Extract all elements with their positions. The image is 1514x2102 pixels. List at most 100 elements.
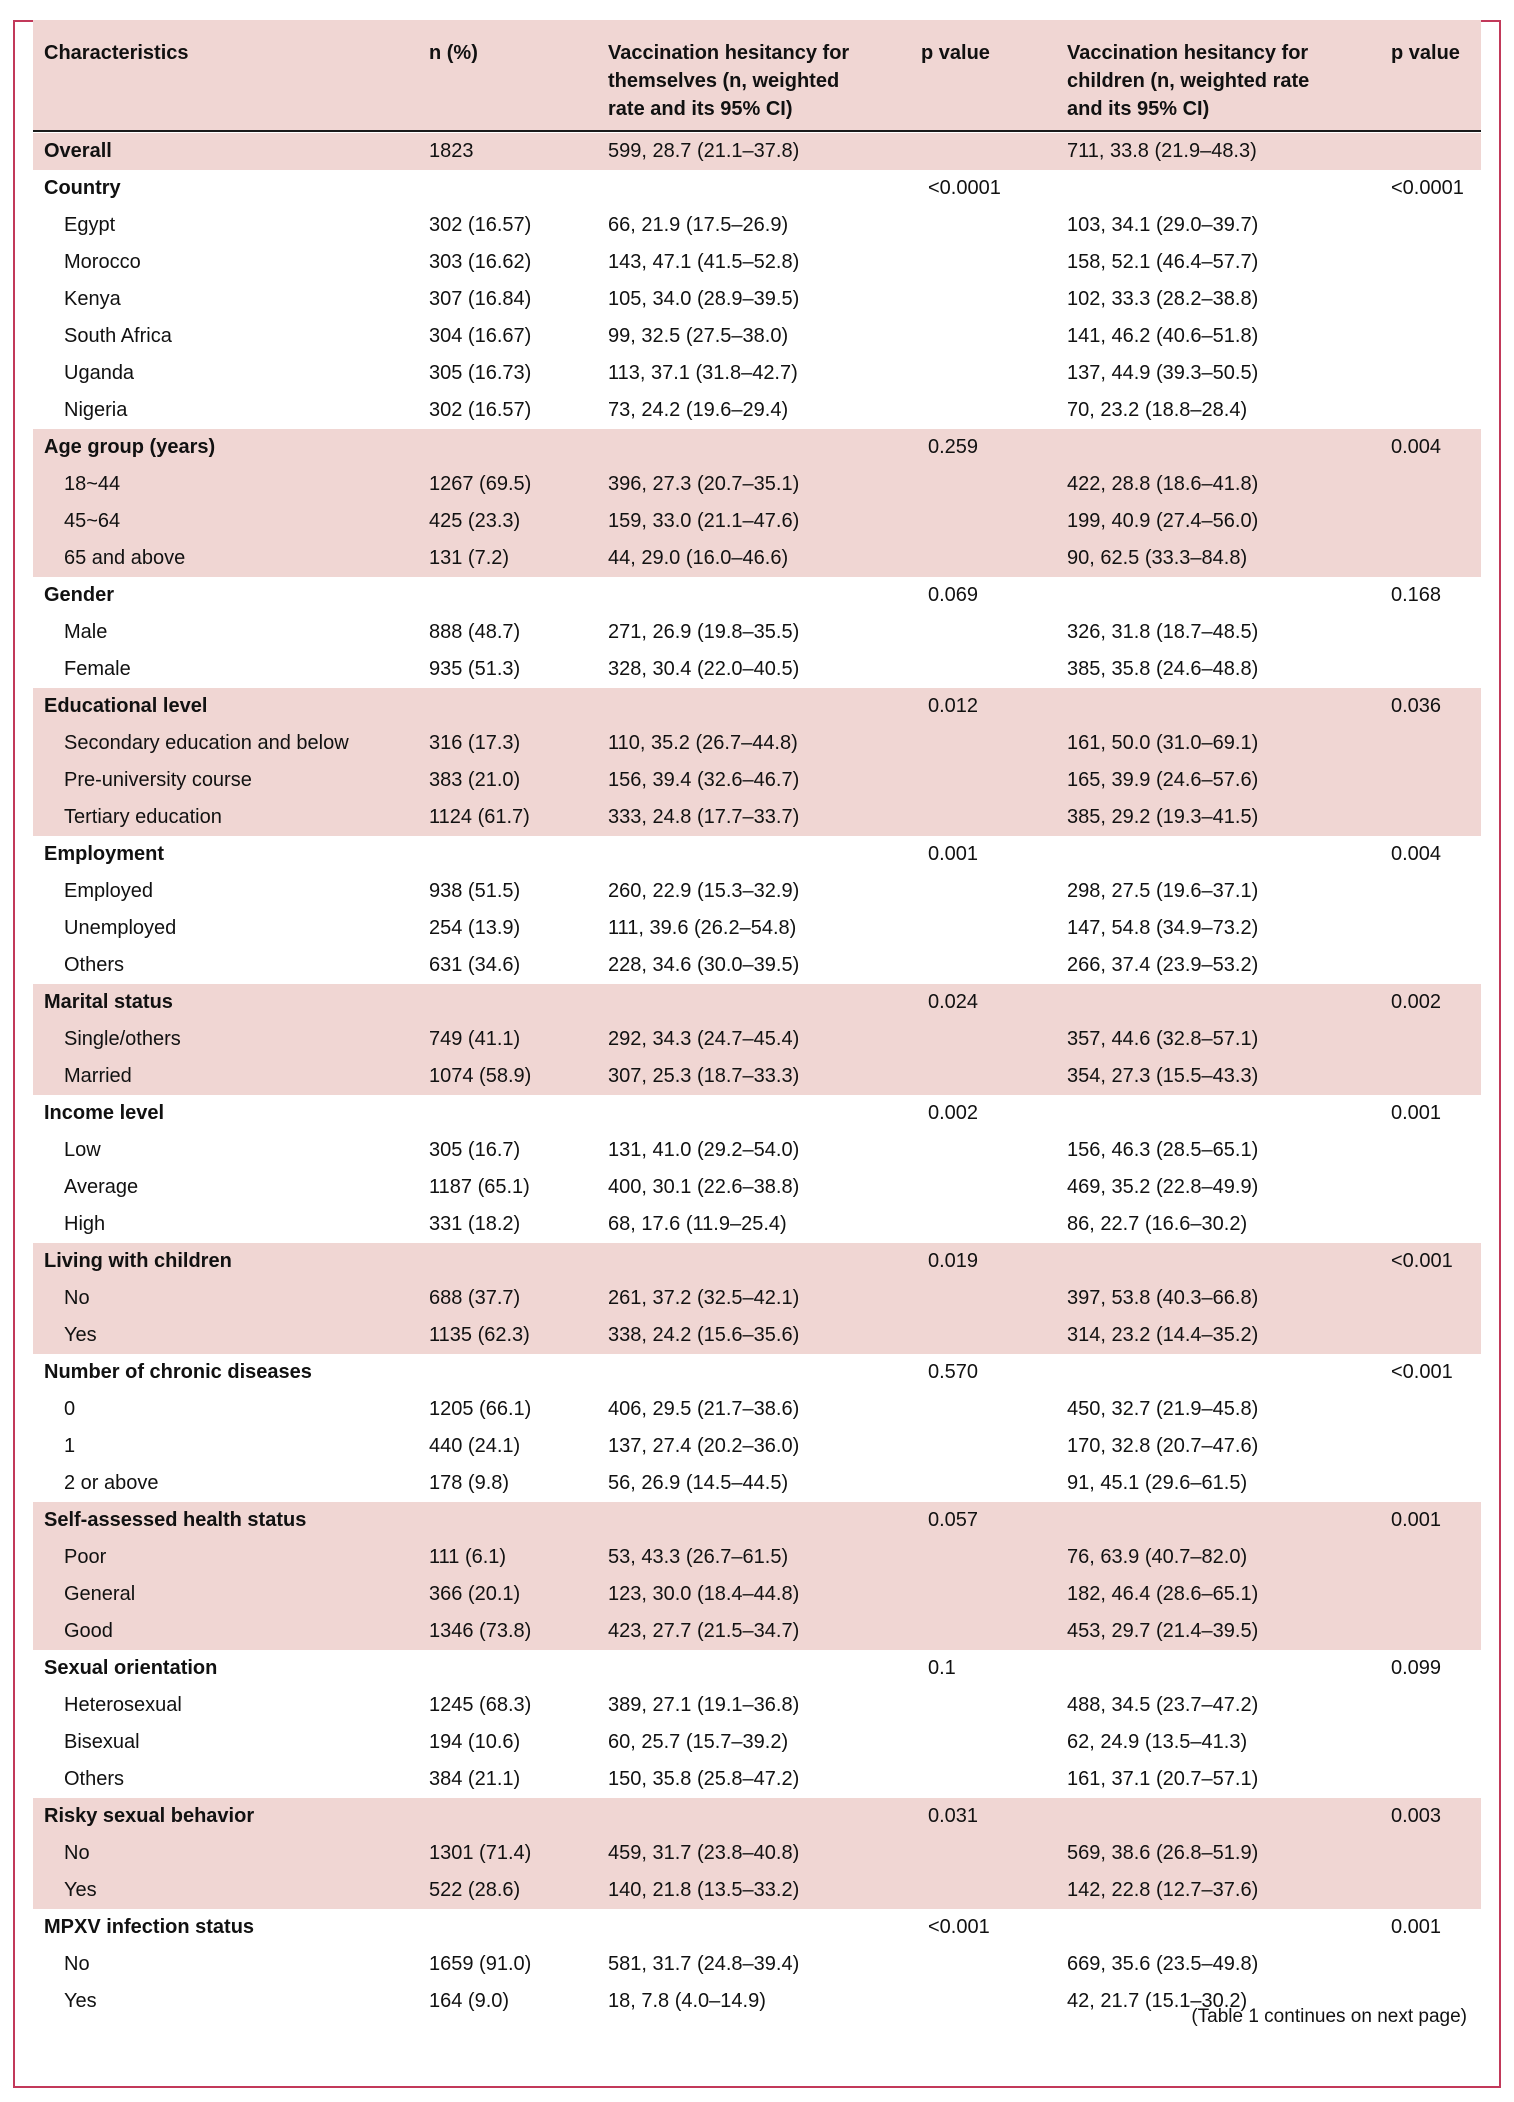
cell-characteristic: Living with children — [44, 1250, 232, 1272]
header-p-value-2: p value — [1391, 42, 1460, 64]
table-row: Secondary education and below 316 (17.3) 1… — [33, 725, 1481, 762]
table-row: Pre-university course 383 (21.0) 156, 39.4… — [33, 762, 1481, 799]
table-row: 0 1205 (66.1) 406, 29.5 (21.7–38.6) 450, 32… — [33, 1391, 1481, 1428]
cell-self-hesitancy: 396, 27.3 (20.7–35.1) — [608, 473, 800, 495]
cell-p-value-2: 0.036 — [1391, 695, 1442, 717]
cell-self-hesitancy: 338, 24.2 (15.6–35.6) — [608, 1324, 800, 1346]
cell-n-pct: 366 (20.1) — [429, 1583, 521, 1605]
cell-characteristic: High — [64, 1213, 106, 1235]
table-row: 1 440 (24.1) 137, 27.4 (20.2–36.0) 170, 32.… — [33, 1428, 1481, 1465]
cell-n-pct: 302 (16.57) — [429, 214, 532, 236]
cell-child-hesitancy: 90, 62.5 (33.3–84.8) — [1067, 547, 1248, 569]
cell-characteristic: Bisexual — [64, 1731, 140, 1753]
cell-n-pct: 522 (28.6) — [429, 1879, 521, 1901]
cell-child-hesitancy: 199, 40.9 (27.4–56.0) — [1067, 510, 1259, 532]
table-row: South Africa 304 (16.67) 99, 32.5 (27.5–38… — [33, 318, 1481, 355]
cell-p-value-1: 0.019 — [928, 1250, 979, 1272]
table-row: 65 and above 131 (7.2) 44, 29.0 (16.0–46.6… — [33, 540, 1481, 577]
cell-child-hesitancy: 354, 27.3 (15.5–43.3) — [1067, 1065, 1259, 1087]
cell-self-hesitancy: 406, 29.5 (21.7–38.6) — [608, 1398, 800, 1420]
cell-characteristic: Others — [64, 954, 125, 976]
cell-self-hesitancy: 73, 24.2 (19.6–29.4) — [608, 399, 789, 421]
cell-self-hesitancy: 328, 30.4 (22.0–40.5) — [608, 658, 800, 680]
cell-n-pct: 254 (13.9) — [429, 917, 521, 939]
table-row: Yes 1135 (62.3) 338, 24.2 (15.6–35.6) 314, … — [33, 1317, 1481, 1354]
cell-characteristic: South Africa — [64, 325, 172, 347]
cell-n-pct: 302 (16.57) — [429, 399, 532, 421]
cell-self-hesitancy: 333, 24.8 (17.7–33.7) — [608, 806, 800, 828]
cell-characteristic: Yes — [64, 1324, 97, 1346]
cell-p-value-1: 0.1 — [928, 1657, 956, 1679]
table-row: Married 1074 (58.9) 307, 25.3 (18.7–33.3) 3… — [33, 1058, 1481, 1095]
cell-p-value-2: 0.168 — [1391, 584, 1442, 606]
cell-child-hesitancy: 142, 22.8 (12.7–37.6) — [1067, 1879, 1259, 1901]
cell-p-value-2: <0.0001 — [1391, 177, 1464, 199]
cell-child-hesitancy: 397, 53.8 (40.3–66.8) — [1067, 1287, 1259, 1309]
cell-characteristic: 18~44 — [64, 473, 121, 495]
cell-child-hesitancy: 385, 29.2 (19.3–41.5) — [1067, 806, 1259, 828]
cell-p-value-1: <0.0001 — [928, 177, 1001, 199]
cell-child-hesitancy: 86, 22.7 (16.6–30.2) — [1067, 1213, 1248, 1235]
table-row: 2 or above 178 (9.8) 56, 26.9 (14.5–44.5) 9… — [33, 1465, 1481, 1502]
table-row: Kenya 307 (16.84) 105, 34.0 (28.9–39.5) 102… — [33, 281, 1481, 318]
cell-self-hesitancy: 113, 37.1 (31.8–42.7) — [608, 362, 798, 384]
cell-p-value-1: 0.057 — [928, 1509, 979, 1531]
cell-characteristic: Nigeria — [64, 399, 128, 421]
cell-n-pct: 383 (21.0) — [429, 769, 521, 791]
cell-characteristic: Secondary education and below — [64, 732, 349, 754]
table-row: Morocco 303 (16.62) 143, 47.1 (41.5–52.8) 1… — [33, 244, 1481, 281]
cell-child-hesitancy: 91, 45.1 (29.6–61.5) — [1067, 1472, 1248, 1494]
cell-characteristic: Average — [64, 1176, 139, 1198]
cell-p-value-1: 0.002 — [928, 1102, 979, 1124]
cell-self-hesitancy: 307, 25.3 (18.7–33.3) — [608, 1065, 800, 1087]
cell-child-hesitancy: 156, 46.3 (28.5–65.1) — [1067, 1139, 1259, 1161]
header-child-hesitancy: Vaccination hesitancy for children (n, w… — [1067, 39, 1309, 123]
cell-child-hesitancy: 42, 21.7 (15.1–30.2) — [1067, 1990, 1248, 2012]
cell-child-hesitancy: 161, 50.0 (31.0–69.1) — [1067, 732, 1259, 754]
cell-p-value-2: 0.002 — [1391, 991, 1442, 1013]
cell-child-hesitancy: 669, 35.6 (23.5–49.8) — [1067, 1953, 1259, 1975]
cell-child-hesitancy: 141, 46.2 (40.6–51.8) — [1067, 325, 1259, 347]
cell-characteristic: Low — [64, 1139, 101, 1161]
table-group-row: MPXV infection status <0.001 0.001 — [33, 1909, 1481, 1946]
cell-p-value-2: 0.003 — [1391, 1805, 1442, 1827]
cell-n-pct: 194 (10.6) — [429, 1731, 521, 1753]
cell-self-hesitancy: 105, 34.0 (28.9–39.5) — [608, 288, 800, 310]
cell-self-hesitancy: 228, 34.6 (30.0–39.5) — [608, 954, 800, 976]
cell-characteristic: 65 and above — [64, 547, 186, 569]
cell-n-pct: 1245 (68.3) — [429, 1694, 532, 1716]
cell-self-hesitancy: 44, 29.0 (16.0–46.6) — [608, 547, 789, 569]
cell-self-hesitancy: 423, 27.7 (21.5–34.7) — [608, 1620, 800, 1642]
cell-self-hesitancy: 260, 22.9 (15.3–32.9) — [608, 880, 800, 902]
cell-n-pct: 131 (7.2) — [429, 547, 510, 569]
cell-child-hesitancy: 422, 28.8 (18.6–41.8) — [1067, 473, 1259, 495]
table-row: High 331 (18.2) 68, 17.6 (11.9–25.4) 86, 22… — [33, 1206, 1481, 1243]
cell-p-value-2: 0.004 — [1391, 436, 1442, 458]
cell-child-hesitancy: 326, 31.8 (18.7–48.5) — [1067, 621, 1259, 643]
cell-self-hesitancy: 18, 7.8 (4.0–14.9) — [608, 1990, 766, 2012]
table-group-row: Employment 0.001 0.004 — [33, 836, 1481, 873]
cell-p-value-2: 0.099 — [1391, 1657, 1442, 1679]
table-row: Male 888 (48.7) 271, 26.9 (19.8–35.5) 326, … — [33, 614, 1481, 651]
cell-n-pct: 1124 (61.7) — [429, 806, 530, 828]
table-row: Tertiary education 1124 (61.7) 333, 24.8 (… — [33, 799, 1481, 836]
cell-n-pct: 305 (16.7) — [429, 1139, 521, 1161]
cell-n-pct: 688 (37.7) — [429, 1287, 521, 1309]
cell-characteristic: Risky sexual behavior — [44, 1805, 255, 1827]
table-group-row: Marital status 0.024 0.002 — [33, 984, 1481, 1021]
cell-n-pct: 935 (51.3) — [429, 658, 521, 680]
cell-self-hesitancy: 292, 34.3 (24.7–45.4) — [608, 1028, 800, 1050]
cell-characteristic: Gender — [44, 584, 115, 606]
cell-n-pct: 305 (16.73) — [429, 362, 532, 384]
header-self-line1: Vaccination hesitancy for — [608, 42, 850, 64]
cell-self-hesitancy: 271, 26.9 (19.8–35.5) — [608, 621, 800, 643]
cell-self-hesitancy: 599, 28.7 (21.1–37.8) — [608, 140, 800, 162]
cell-characteristic: Female — [64, 658, 131, 680]
table-header: Characteristics n (%) Vaccination hesita… — [33, 20, 1481, 132]
cell-n-pct: 1346 (73.8) — [429, 1620, 532, 1642]
cell-n-pct: 304 (16.67) — [429, 325, 532, 347]
cell-child-hesitancy: 488, 34.5 (23.7–47.2) — [1067, 1694, 1259, 1716]
cell-p-value-1: 0.570 — [928, 1361, 979, 1383]
cell-characteristic: Poor — [64, 1546, 107, 1568]
cell-characteristic: Egypt — [64, 214, 116, 236]
